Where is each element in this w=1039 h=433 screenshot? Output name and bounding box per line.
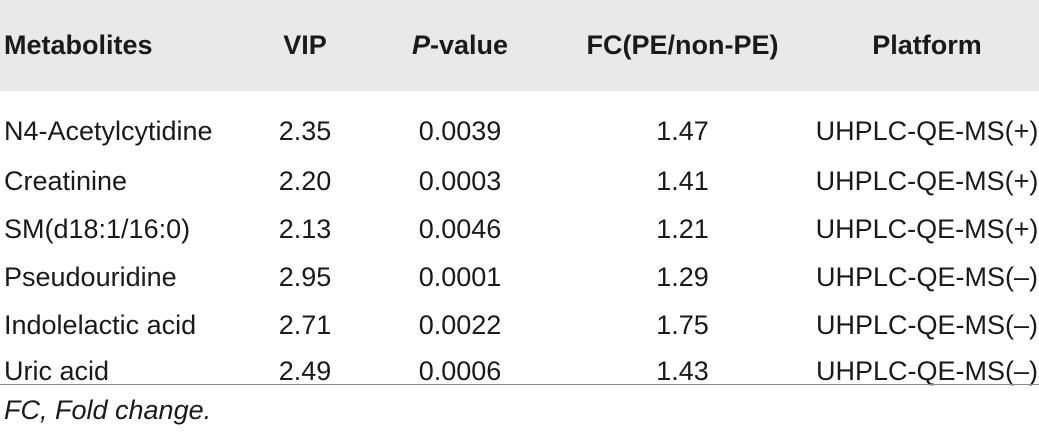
table-row: SM(d18:1/16:0) 2.13 0.0046 1.21 UHPLC-QE…	[0, 205, 1039, 253]
table-header: Metabolites VIP P-value FC(PE/non-PE) Pl…	[0, 0, 1039, 91]
cell-vip: 2.95	[278, 261, 332, 292]
cell-platform: UHPLC-QE-MS(–)	[815, 355, 1038, 386]
cell-vip: 2.13	[278, 213, 332, 244]
cell-platform: UHPLC-QE-MS(+)	[815, 115, 1039, 146]
cell-platform: UHPLC-QE-MS(–)	[815, 261, 1038, 292]
header-p-value: P-value	[370, 0, 550, 91]
table-bottom-rule	[0, 384, 1039, 385]
cell-platform: UHPLC-QE-MS(–)	[815, 309, 1038, 340]
table-row: Creatinine 2.20 0.0003 1.41 UHPLC-QE-MS(…	[0, 157, 1039, 205]
cell-metabolite: Pseudouridine	[4, 261, 177, 292]
cell-fold-change: 1.21	[656, 213, 709, 244]
cell-platform: UHPLC-QE-MS(+)	[815, 213, 1039, 244]
header-metabolites: Metabolites	[4, 30, 153, 60]
cell-fold-change: 1.29	[656, 261, 709, 292]
cell-fold-change: 1.41	[656, 165, 709, 196]
cell-p-value: 0.0001	[418, 261, 502, 292]
cell-metabolite: N4-Acetylcytidine	[4, 115, 213, 146]
cell-p-value: 0.0046	[418, 213, 502, 244]
cell-vip: 2.20	[278, 165, 332, 196]
table-row: Indolelactic acid 2.71 0.0022 1.75 UHPLC…	[0, 301, 1039, 349]
cell-fold-change: 1.47	[656, 115, 709, 146]
header-platform: Platform	[872, 30, 982, 60]
cell-metabolite: Indolelactic acid	[4, 309, 197, 340]
cell-p-value: 0.0003	[418, 165, 502, 196]
table-body: N4-Acetylcytidine 2.35 0.0039 1.47 UHPLC…	[0, 91, 1039, 403]
cell-platform: UHPLC-QE-MS(+)	[815, 165, 1039, 196]
table-row: N4-Acetylcytidine 2.35 0.0039 1.47 UHPLC…	[0, 91, 1039, 157]
cell-vip: 2.71	[278, 309, 332, 340]
cell-p-value: 0.0006	[418, 355, 502, 386]
cell-fold-change: 1.75	[656, 309, 709, 340]
cell-vip: 2.49	[278, 355, 332, 386]
header-fold-change: FC(PE/non-PE)	[586, 30, 779, 60]
cell-metabolite: Uric acid	[4, 355, 110, 386]
table-footnote: FC, Fold change.	[4, 395, 212, 425]
cell-metabolite: Creatinine	[4, 165, 128, 196]
table-row: Uric acid 2.49 0.0006 1.43 UHPLC-QE-MS(–…	[0, 349, 1039, 403]
cell-metabolite: SM(d18:1/16:0)	[4, 213, 191, 244]
cell-fold-change: 1.43	[656, 355, 709, 386]
cell-p-value: 0.0039	[418, 115, 502, 146]
table-row: Pseudouridine 2.95 0.0001 1.29 UHPLC-QE-…	[0, 253, 1039, 301]
header-p-rest: -value	[429, 30, 509, 60]
metabolites-table: Metabolites VIP P-value FC(PE/non-PE) Pl…	[0, 0, 1039, 403]
header-vip: VIP	[283, 30, 327, 60]
cell-p-value: 0.0022	[418, 309, 502, 340]
header-p-italic: P	[411, 30, 430, 60]
header-row: Metabolites VIP P-value FC(PE/non-PE) Pl…	[0, 0, 1039, 91]
cell-vip: 2.35	[278, 115, 332, 146]
